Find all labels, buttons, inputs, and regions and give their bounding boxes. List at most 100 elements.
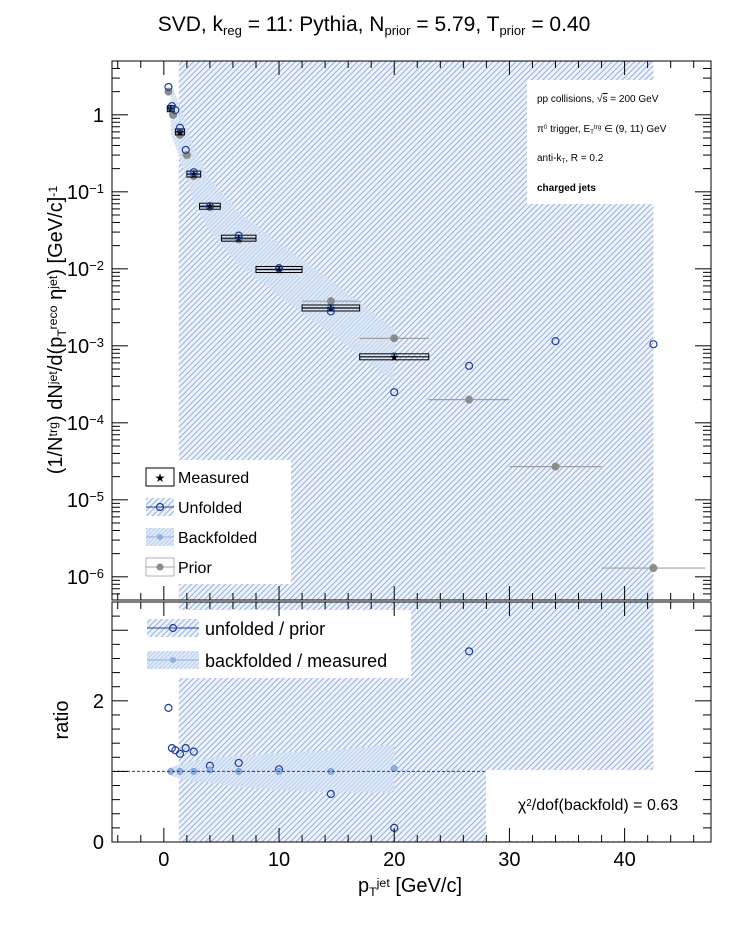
legend-label-prior: Prior: [178, 560, 212, 577]
y-axis-label-part: jet: [46, 275, 60, 290]
measured-box: [186, 170, 202, 178]
ratio-frame: [111, 601, 712, 843]
legend-measured-marker: ★: [155, 471, 166, 485]
prior-point: [390, 334, 399, 343]
y-axis-label-part: -1: [46, 186, 60, 197]
chi2-annotation-part: /dof(backfold) = 0.63: [532, 797, 678, 814]
annotation-algorithm-part: , R = 0.2: [565, 153, 604, 164]
annotation-collisions-part: = 200 GeV: [608, 94, 659, 105]
annotation-trigger-part: 0: [544, 124, 548, 131]
annotation-collisions-part: s: [603, 94, 608, 105]
series-unfolded: [164, 82, 658, 397]
y-axis-label-part: (1/N: [45, 436, 67, 474]
top-y-tick-label: 10−3: [67, 335, 104, 358]
unfolded-point: [205, 202, 215, 211]
measured-point: ★: [205, 201, 215, 213]
legend-swatch-backfolded: [146, 528, 174, 546]
unfolded-point: [171, 106, 180, 115]
annotation-jet-type-part: charged jets: [537, 183, 596, 194]
annotation-trigger-part: T: [590, 129, 594, 136]
y-tick-exponent: −5: [89, 489, 104, 504]
x-tick-label: 10: [268, 849, 290, 871]
prior-point: [551, 462, 560, 471]
ratio-unfolded-point: [189, 747, 198, 756]
measured-point: ★: [389, 352, 399, 364]
legend-unfolded-marker: [155, 502, 165, 512]
y-tick-exponent: −3: [89, 335, 104, 350]
x-axis-label-part: [GeV/c]: [390, 875, 462, 897]
y-axis-label-part: ) [GeV/c]: [45, 197, 67, 276]
chart-title-text-part: = 0.40: [525, 13, 590, 36]
y-tick-base: 10: [67, 182, 89, 204]
y-axis-label-part: ) dN: [45, 384, 67, 422]
unfolded-point: [551, 337, 560, 346]
legend-swatch-measured: ★: [145, 467, 175, 487]
legend-label-backfolded: Backfolded: [178, 530, 257, 547]
y-axis-label-part: /d(p: [45, 337, 67, 371]
y-axis-label-part: trg: [46, 422, 60, 437]
x-tick-label: 20: [383, 849, 405, 871]
top-frame: [111, 60, 712, 601]
ratio-y-tick-label: 0: [93, 832, 104, 854]
x-axis-label: pTjet [GeV/c]: [358, 875, 462, 899]
ratio-unfolded-point: [181, 744, 190, 753]
unfolded-point: [464, 361, 474, 370]
unfolded-point: [234, 231, 243, 240]
annotation-collisions-part: √: [597, 93, 603, 105]
top-y-tick-label: 10−6: [67, 566, 104, 589]
legend-backfolded-marker: [157, 534, 163, 540]
chart-title-text-part: SVD, k: [158, 13, 224, 36]
x-axis-label-part: T: [369, 885, 377, 899]
unfolded-point: [189, 168, 198, 177]
prior-point: [465, 395, 474, 404]
measured-point: ★: [175, 127, 185, 139]
top-y-tick-label: 1: [93, 105, 104, 127]
x-axis-label-part: jet: [376, 876, 391, 890]
chi2-annotation-part: χ: [518, 797, 527, 814]
x-tick-label: 30: [498, 849, 520, 871]
annotation-collisions: pp collisions, √s = 200 GeV: [537, 93, 659, 105]
measured-point: ★: [274, 264, 284, 276]
measured-box: [301, 304, 361, 312]
legend-swatch-unfolded: [146, 498, 174, 516]
top-y-tick-label: 10−2: [67, 258, 104, 281]
y-tick-exponent: −6: [89, 566, 104, 581]
top-y-tick-label: 10−1: [67, 181, 104, 204]
unfolded-point: [274, 264, 284, 273]
ratio-legend: unfolded / prior backfolded / measured: [141, 610, 411, 678]
measured-box: [255, 265, 303, 273]
legend-label-measured: Measured: [178, 470, 249, 487]
ratio-y-tick-label: 2: [93, 691, 104, 713]
chart-title-text: SVD, kreg = 11: Pythia, Nprior = 5.79, T…: [158, 13, 591, 38]
y-tick-base: 10: [67, 336, 89, 358]
y-tick-exponent: −2: [89, 258, 104, 273]
annotation-trigger: π0 trigger, ETtrg ∈ (9, 11) GeV: [537, 124, 667, 136]
unfolded-point: [390, 388, 399, 397]
ratio-unfolded-point: [164, 703, 173, 712]
legend-label-unfolded: Unfolded: [178, 500, 242, 517]
x-axis-label-part: p: [358, 875, 369, 897]
y-tick-base: 10: [67, 490, 89, 512]
measured-box: [220, 234, 257, 242]
y-axis-label-part: T: [55, 329, 69, 337]
annotation-jet-type: charged jets: [537, 183, 596, 194]
top-legend: ★ Measured Unfolded Backfolded Prior: [141, 460, 291, 584]
y-tick-base: 10: [67, 567, 89, 589]
measured-point: ★: [326, 303, 336, 315]
annotation-collisions-part: pp collisions,: [537, 94, 597, 105]
chi2-box: [486, 770, 710, 841]
y-axis-label-part: η: [45, 289, 67, 306]
ratio-unfolded-point: [464, 647, 474, 656]
backfolded-uncertainty-band: [170, 81, 395, 382]
legend-swatch-prior: [145, 557, 175, 577]
annotation-trigger-part: ∈ (9, 11) GeV: [601, 124, 667, 135]
chi2-annotation: χ2/dof(backfold) = 0.63: [518, 797, 678, 814]
unfolded-point: [649, 340, 658, 349]
unfolded-point: [181, 145, 190, 155]
chart-title-text-part: = 5.79, T: [411, 13, 500, 36]
y-tick-base: 10: [67, 259, 89, 281]
annotation-box: [527, 80, 659, 204]
